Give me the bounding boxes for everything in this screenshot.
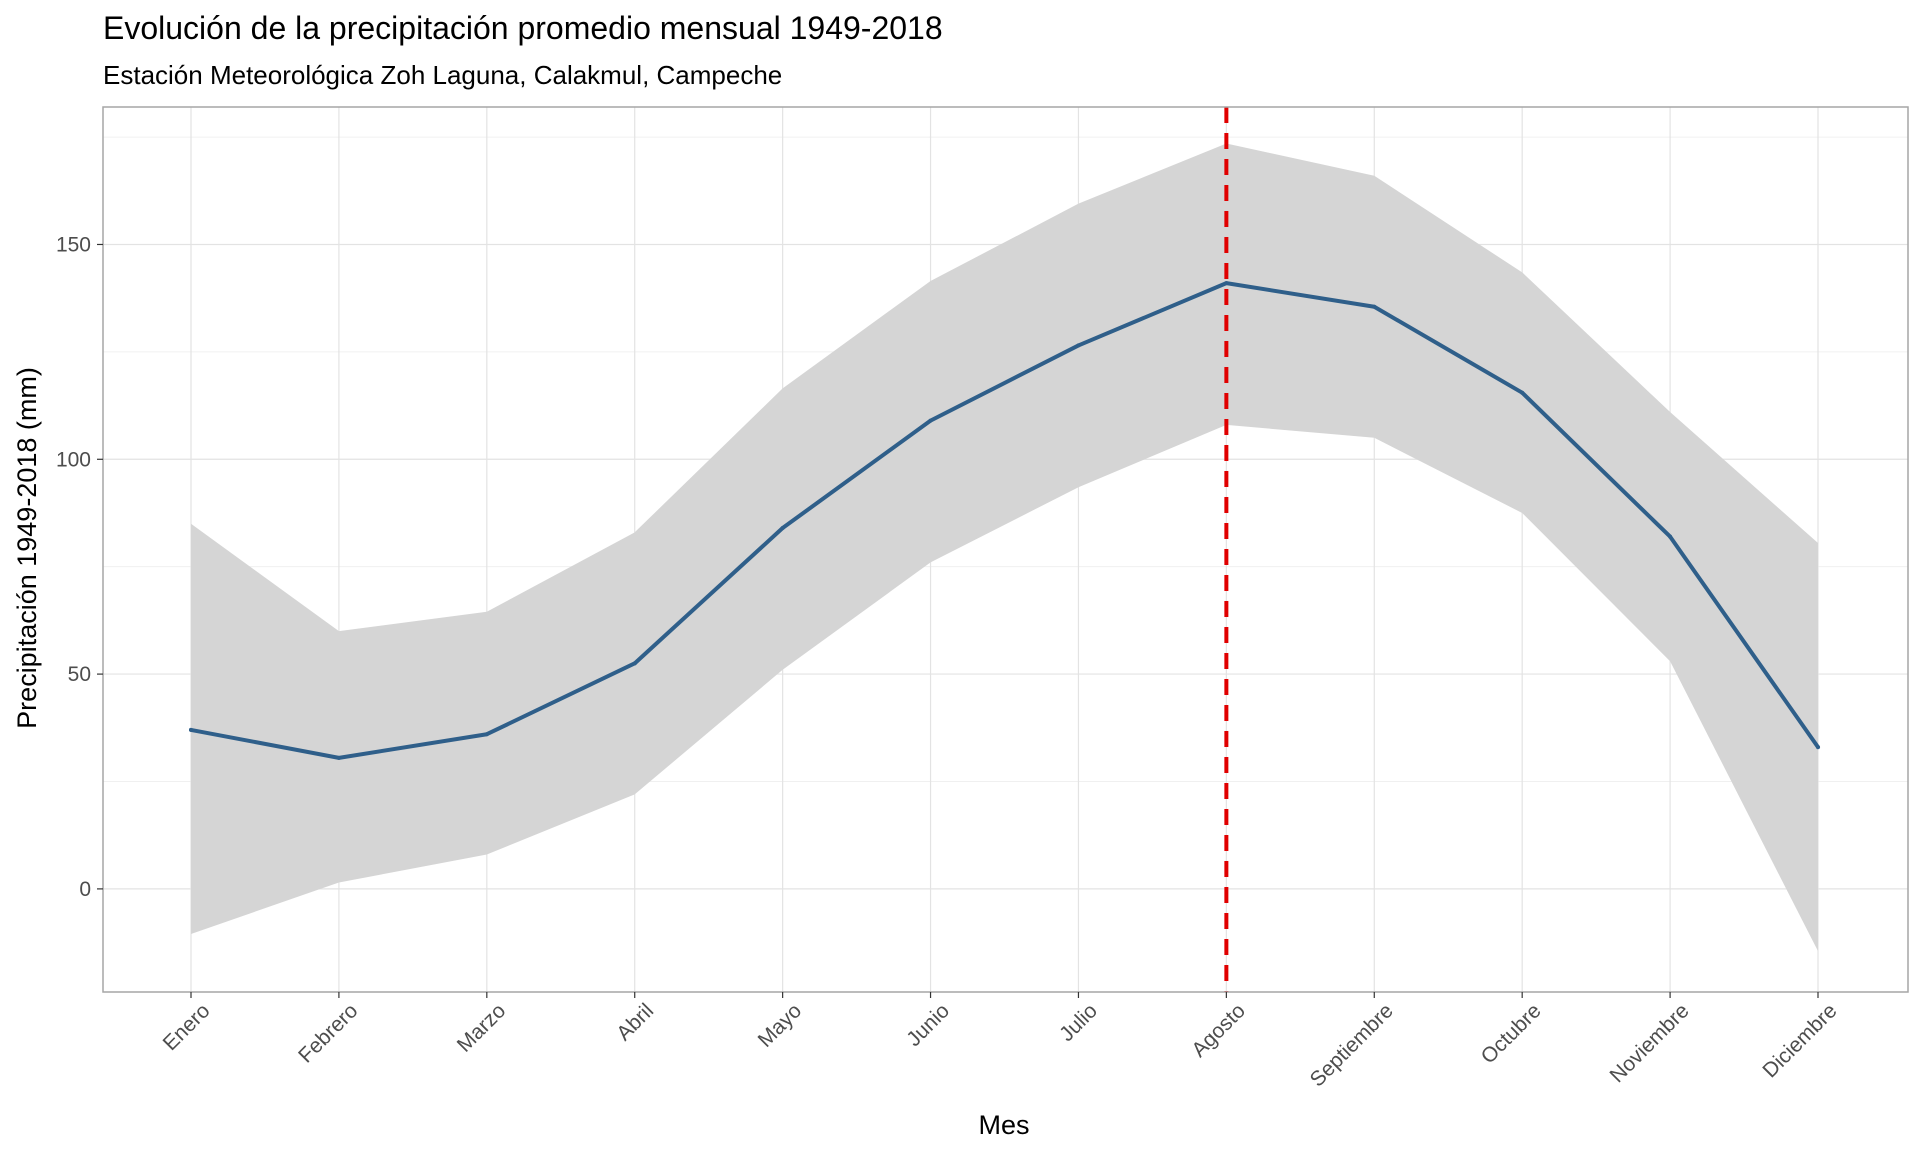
plot-panel: 0 50 100 150 Enero Febrero Marzo Abril Mayo Junio… <box>56 106 1909 1091</box>
data-point-enero <box>189 727 193 732</box>
data-point-marzo <box>484 732 489 737</box>
x-tick-label-septiembre: Septiembre <box>1306 999 1398 1091</box>
confidence-band <box>191 143 1818 952</box>
data-point-abril <box>632 661 637 666</box>
x-tick-label-abril: Abril <box>612 999 658 1045</box>
data-point-agosto <box>1224 281 1229 286</box>
x-tick-label-enero: Enero <box>159 999 215 1055</box>
data-point-diciembre <box>1816 745 1820 750</box>
y-tick-label: 150 <box>56 233 91 256</box>
chart-title: Evolución de la precipitación promedio m… <box>103 10 943 46</box>
x-tick-label-febrero: Febrero <box>294 999 362 1067</box>
data-point-noviembre <box>1668 534 1673 539</box>
data-point-octubre <box>1520 390 1525 395</box>
data-point-mayo <box>780 526 785 531</box>
chart-subtitle: Estación Meteorológica Zoh Laguna, Calak… <box>103 60 782 90</box>
x-tick-label-agosto: Agosto <box>1187 999 1250 1062</box>
x-axis-title: Mes <box>978 1110 1029 1140</box>
data-point-julio <box>1076 343 1081 348</box>
data-point-septiembre <box>1372 304 1377 309</box>
x-tick-label-julio: Julio <box>1055 999 1102 1046</box>
x-tick-label-junio: Junio <box>902 999 954 1051</box>
x-tick-label-octubre: Octubre <box>1477 999 1546 1068</box>
series-line <box>189 281 1820 760</box>
y-tick-label: 0 <box>79 878 91 901</box>
data-point-junio <box>928 418 933 423</box>
x-tick-label-diciembre: Diciembre <box>1758 999 1841 1082</box>
data-point-febrero <box>336 755 341 760</box>
x-tick-label-mayo: Mayo <box>754 999 807 1052</box>
y-tick-label: 100 <box>56 448 91 471</box>
x-tick-label-marzo: Marzo <box>453 999 511 1057</box>
x-tick-label-noviembre: Noviembre <box>1606 999 1694 1087</box>
y-tick-label: 50 <box>68 663 91 686</box>
y-axis-title: Precipitación 1949-2018 (mm) <box>12 367 42 729</box>
panel-border <box>102 106 1909 993</box>
